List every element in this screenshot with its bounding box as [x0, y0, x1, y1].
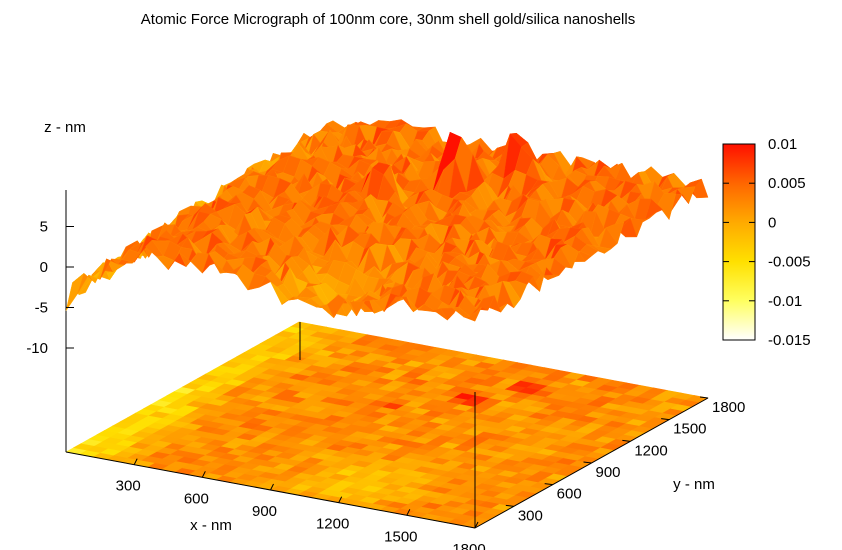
z-axis-label: z - nm [44, 119, 86, 136]
y-tick-label: 1800 [712, 399, 745, 416]
x-tick-label: 1200 [316, 516, 349, 533]
x-axis-label: x - nm [190, 517, 232, 534]
z-tick-label: 5 [40, 219, 48, 236]
y-tick-label: 600 [557, 486, 582, 503]
z-axis-ticks: 5 0 -5 -10 [26, 219, 74, 357]
x-tick-label: 300 [116, 478, 141, 495]
x-tick-mark [406, 509, 411, 516]
colorbar-tick-label: 0 [768, 214, 776, 231]
z-tick-label: -5 [35, 300, 48, 317]
colorbar-ticks: 0.01 0.005 0 -0.005 -0.01 -0.015 [723, 136, 811, 349]
x-tick-mark [474, 521, 479, 529]
y-tick-mark [544, 483, 553, 486]
y-tick-mark [583, 461, 592, 464]
z-tick-label: -10 [26, 340, 48, 357]
y-tick-label: 1200 [634, 442, 667, 459]
y-tick-mark [622, 439, 631, 442]
colorbar-tick-label: -0.005 [768, 254, 811, 271]
y-tick-label: 300 [518, 507, 543, 524]
y-tick-mark [699, 396, 709, 399]
chart-title: Atomic Force Micrograph of 100nm core, 3… [141, 11, 635, 28]
colorbar-gradient [722, 143, 756, 341]
height-surface [65, 119, 709, 322]
y-tick-mark [661, 418, 670, 421]
colorbar-tick-label: 0.01 [768, 136, 797, 153]
y-tick-mark [505, 504, 514, 507]
y-axis-ticks: 300 600 900 1200 1500 1800 [505, 396, 745, 524]
colorbar-tick-label: -0.015 [768, 332, 811, 349]
x-tick-mark [338, 496, 343, 503]
projected-heat-map [65, 321, 709, 529]
x-tick-mark [201, 471, 206, 478]
colorbar: 0.01 0.005 0 -0.005 -0.01 -0.015 [722, 136, 811, 349]
colorbar-tick-label: 0.005 [768, 175, 806, 192]
x-tick-label: 600 [184, 490, 209, 507]
y-tick-label: 1500 [673, 421, 706, 438]
colorbar-tick-label: -0.01 [768, 293, 802, 310]
x-tick-label: 1500 [384, 528, 417, 545]
x-tick-label: 900 [252, 503, 277, 520]
y-axis-label: y - nm [673, 476, 715, 493]
surface-cell [463, 306, 482, 322]
x-tick-mark [133, 458, 138, 465]
y-tick-label: 900 [596, 464, 621, 481]
x-tick-label: 1800 [452, 541, 485, 550]
z-tick-label: 0 [40, 259, 48, 276]
x-axis-ticks: 300 600 900 1200 1500 1800 [116, 458, 486, 550]
x-tick-mark [270, 483, 274, 491]
